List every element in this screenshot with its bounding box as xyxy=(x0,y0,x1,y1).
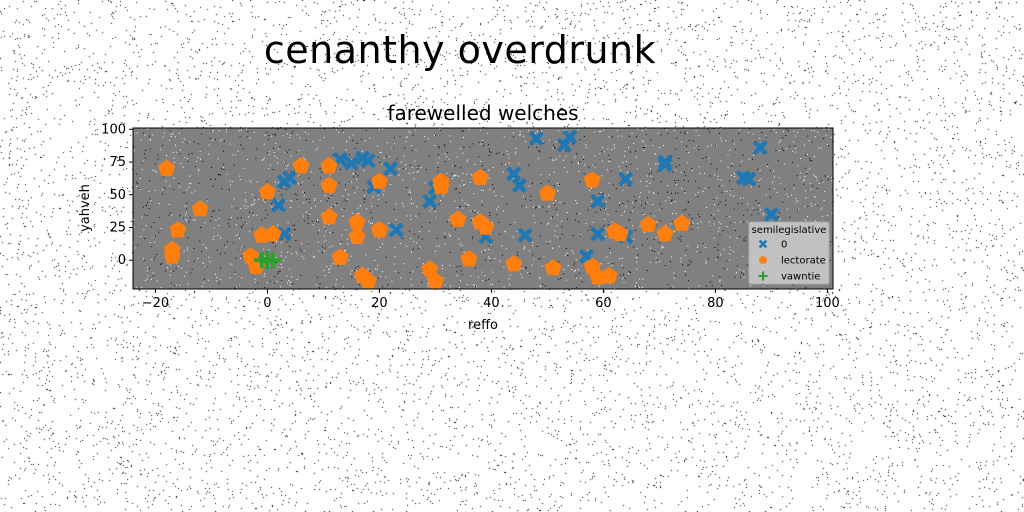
data-point xyxy=(348,213,366,230)
legend-title: semilegislative xyxy=(752,225,827,236)
data-point xyxy=(348,227,366,244)
data-point xyxy=(265,252,281,269)
figure-suptitle: cenanthy overdrunk xyxy=(263,28,657,72)
data-point xyxy=(562,129,578,145)
legend-box xyxy=(748,221,830,285)
data-point xyxy=(169,221,187,238)
data-point xyxy=(656,225,674,242)
x-tick-label: 0 xyxy=(263,296,271,311)
legend-label: vawntie xyxy=(781,272,820,283)
data-point xyxy=(673,214,691,231)
data-point xyxy=(590,193,606,209)
data-point xyxy=(639,215,657,233)
series-1 xyxy=(158,157,691,289)
x-tick-label: −20 xyxy=(142,296,169,311)
legend-label: 0 xyxy=(781,240,787,251)
y-tick-label: 25 xyxy=(109,220,126,235)
y-tick-label: 100 xyxy=(101,122,126,137)
data-point xyxy=(432,177,450,195)
data-points xyxy=(158,129,779,289)
data-point xyxy=(370,172,388,189)
series-2 xyxy=(253,250,281,270)
data-point xyxy=(600,266,618,284)
data-point xyxy=(292,157,310,174)
data-point xyxy=(359,272,377,289)
data-point xyxy=(343,155,359,171)
data-point xyxy=(657,157,673,173)
data-point xyxy=(449,210,467,227)
data-point xyxy=(618,171,634,187)
data-point xyxy=(276,226,292,242)
y-axis-ticks: 0 25 50 75 100 xyxy=(101,122,133,268)
x-tick-label: 40 xyxy=(483,296,500,311)
data-point xyxy=(538,184,556,201)
y-axis-label: yahveh xyxy=(78,184,93,232)
data-point xyxy=(511,178,527,194)
x-axis-label: reffo xyxy=(468,318,498,333)
data-point xyxy=(383,161,399,177)
data-point xyxy=(741,171,757,187)
data-point xyxy=(544,259,562,276)
chart-title: farewelled welches xyxy=(387,101,578,125)
data-point xyxy=(583,171,601,188)
data-point xyxy=(471,168,489,185)
x-tick-label: 20 xyxy=(371,296,388,311)
data-point xyxy=(590,226,606,242)
data-point xyxy=(271,197,287,213)
data-point xyxy=(611,225,629,242)
data-point xyxy=(258,183,276,200)
data-point xyxy=(264,225,282,242)
data-point xyxy=(320,176,338,193)
y-tick-label: 75 xyxy=(109,155,126,170)
data-point xyxy=(528,130,544,147)
data-point xyxy=(320,208,338,225)
plot-frame xyxy=(132,127,834,290)
data-point xyxy=(360,153,376,169)
data-point xyxy=(282,170,298,186)
data-point xyxy=(505,255,523,272)
x-tick-label: 60 xyxy=(595,296,612,311)
data-point xyxy=(506,166,522,182)
data-point xyxy=(517,227,533,243)
data-point xyxy=(370,221,388,238)
legend: semilegislative 0 lectorate vawntie xyxy=(748,221,830,285)
y-tick-label: 0 xyxy=(118,253,126,268)
data-point xyxy=(158,159,176,176)
data-point xyxy=(477,218,495,235)
data-point xyxy=(426,272,444,289)
data-point xyxy=(460,249,478,267)
legend-entry: vawntie xyxy=(758,271,820,283)
data-point xyxy=(331,248,349,265)
x-tick-label: 100 xyxy=(815,296,840,311)
legend-entry: lectorate xyxy=(758,255,826,267)
data-point xyxy=(422,193,438,209)
legend-entry: 0 xyxy=(758,240,787,251)
legend-label: lectorate xyxy=(781,256,826,267)
data-point xyxy=(320,157,338,174)
y-tick-label: 50 xyxy=(109,188,126,203)
data-point xyxy=(752,140,768,156)
x-tick-label: 80 xyxy=(707,296,724,311)
plot-area xyxy=(133,128,833,289)
data-point xyxy=(191,200,209,217)
x-axis-ticks: −20 0 20 40 60 80 100 xyxy=(142,289,840,311)
data-point xyxy=(388,222,404,238)
data-point xyxy=(763,206,779,222)
data-point xyxy=(421,260,439,277)
data-point xyxy=(163,247,181,264)
